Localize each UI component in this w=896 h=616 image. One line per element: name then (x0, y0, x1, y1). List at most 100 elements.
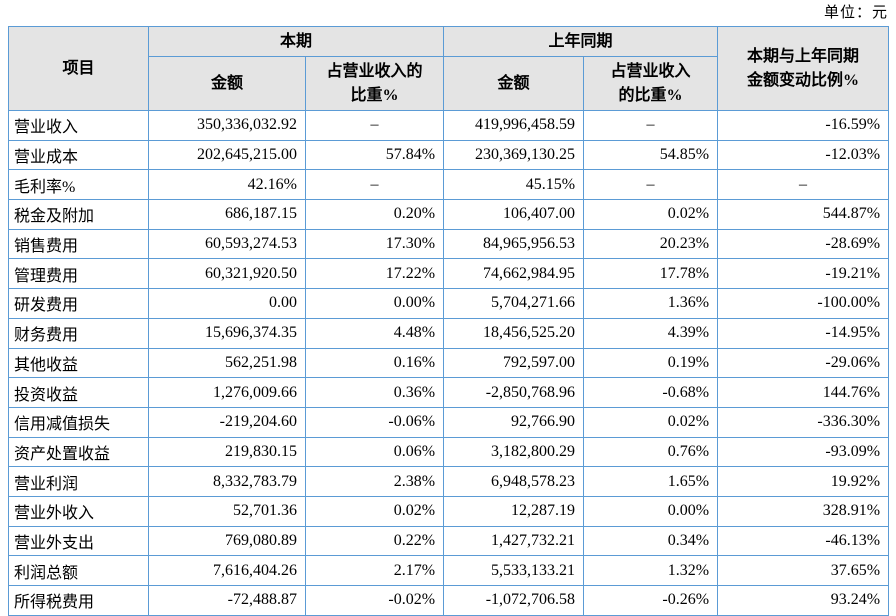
cell-current-ratio: 2.38% (304, 466, 445, 497)
col-header-current-amount: 金额 (148, 56, 306, 111)
cell-prior-amount: 3,182,800.29 (443, 436, 585, 468)
table-row: 营业外支出 769,080.89 0.22% 1,427,732.21 0.34… (8, 525, 890, 557)
table-row: 投资收益 1,276,009.66 0.36% -2,850,768.96 -0… (8, 377, 890, 408)
row-label: 财务费用 (8, 317, 149, 349)
cell-current-ratio: – (304, 110, 445, 141)
row-label: 营业利润 (8, 466, 149, 497)
cell-current-ratio: 0.20% (304, 199, 445, 230)
cell-prior-amount: 6,948,578.23 (443, 466, 585, 497)
cell-current-amount: 769,080.89 (148, 525, 306, 557)
table-row: 营业收入 350,336,032.92 – 419,996,458.59 – -… (8, 110, 890, 141)
table-row: 营业利润 8,332,783.79 2.38% 6,948,578.23 1.6… (8, 466, 890, 497)
table-header: 项目 本期 上年同期 本期与上年同期 金额变动比例% 金额 占营业收入的 比重%… (8, 26, 890, 111)
cell-current-amount: 202,645,215.00 (148, 139, 306, 171)
cell-prior-ratio: 54.85% (583, 139, 719, 171)
table-row: 税金及附加 686,187.15 0.20% 106,407.00 0.02% … (8, 199, 890, 230)
cell-change-ratio: 19.92% (717, 466, 890, 497)
cell-prior-amount: -2,850,768.96 (443, 377, 585, 408)
row-label: 投资收益 (8, 377, 149, 408)
cell-change-ratio: 544.87% (717, 199, 890, 230)
cell-prior-amount: 84,965,956.53 (443, 228, 585, 260)
cell-prior-amount: 106,407.00 (443, 199, 585, 230)
cell-prior-ratio: 0.02% (583, 406, 719, 438)
cell-current-amount: 42.16% (148, 169, 306, 201)
cell-prior-ratio: 0.19% (583, 347, 719, 379)
row-label: 信用减值损失 (8, 406, 149, 438)
cell-current-amount: 219,830.15 (148, 436, 306, 468)
cell-current-ratio: 0.00% (304, 288, 445, 319)
cell-prior-amount: -1,072,706.58 (443, 585, 585, 616)
cell-prior-ratio: 1.32% (583, 555, 719, 586)
col-header-current-ratio: 占营业收入的 比重% (304, 56, 445, 111)
cell-change-ratio: -12.03% (717, 139, 890, 171)
cell-change-ratio: -16.59% (717, 110, 890, 141)
cell-change-ratio: 328.91% (717, 495, 890, 527)
row-label: 销售费用 (8, 228, 149, 260)
row-label: 所得税费用 (8, 585, 149, 616)
cell-change-ratio: -28.69% (717, 228, 890, 260)
cell-prior-amount: 18,456,525.20 (443, 317, 585, 349)
table-body: 营业收入 350,336,032.92 – 419,996,458.59 – -… (8, 110, 890, 616)
cell-prior-ratio: 0.02% (583, 199, 719, 230)
cell-change-ratio: -29.06% (717, 347, 890, 379)
cell-change-ratio: -93.09% (717, 436, 890, 468)
row-label: 管理费用 (8, 258, 149, 290)
cell-change-ratio: -19.21% (717, 258, 890, 290)
row-label: 利润总额 (8, 555, 149, 586)
cell-current-amount: 7,616,404.26 (148, 555, 306, 586)
cell-prior-ratio: 20.23% (583, 228, 719, 260)
cell-prior-ratio: – (583, 169, 719, 201)
cell-current-amount: 60,593,274.53 (148, 228, 306, 260)
cell-prior-ratio: 1.36% (583, 288, 719, 319)
table-row: 资产处置收益 219,830.15 0.06% 3,182,800.29 0.7… (8, 436, 890, 468)
col-header-item: 项目 (8, 26, 149, 111)
cell-current-amount: 0.00 (148, 288, 306, 319)
cell-change-ratio: 144.76% (717, 377, 890, 408)
cell-current-amount: 8,332,783.79 (148, 466, 306, 497)
cell-change-ratio: -336.30% (717, 406, 890, 438)
cell-prior-ratio: 17.78% (583, 258, 719, 290)
row-label: 毛利率% (8, 169, 149, 201)
cell-prior-ratio: 0.34% (583, 525, 719, 557)
col-header-prior-ratio: 占营业收入 的比重% (583, 56, 719, 111)
table-row: 财务费用 15,696,374.35 4.48% 18,456,525.20 4… (8, 317, 890, 349)
cell-prior-amount: 419,996,458.59 (443, 110, 585, 141)
row-label: 研发费用 (8, 288, 149, 319)
cell-current-ratio: -0.06% (304, 406, 445, 438)
row-label: 税金及附加 (8, 199, 149, 230)
cell-prior-amount: 792,597.00 (443, 347, 585, 379)
cell-change-ratio: -46.13% (717, 525, 890, 557)
table-row: 营业外收入 52,701.36 0.02% 12,287.19 0.00% 32… (8, 495, 890, 527)
table-row: 销售费用 60,593,274.53 17.30% 84,965,956.53 … (8, 228, 890, 260)
table-row: 信用减值损失 -219,204.60 -0.06% 92,766.90 0.02… (8, 406, 890, 438)
cell-current-amount: 60,321,920.50 (148, 258, 306, 290)
cell-prior-ratio: 0.00% (583, 495, 719, 527)
cell-prior-amount: 1,427,732.21 (443, 525, 585, 557)
table-row: 营业成本 202,645,215.00 57.84% 230,369,130.2… (8, 139, 890, 171)
cell-change-ratio: -100.00% (717, 288, 890, 319)
cell-current-ratio: 0.16% (304, 347, 445, 379)
cell-prior-amount: 45.15% (443, 169, 585, 201)
cell-prior-amount: 5,533,133.21 (443, 555, 585, 586)
cell-prior-ratio: 0.76% (583, 436, 719, 468)
cell-current-ratio: 2.17% (304, 555, 445, 586)
col-header-change-ratio: 本期与上年同期 金额变动比例% (717, 26, 890, 111)
cell-prior-amount: 12,287.19 (443, 495, 585, 527)
cell-change-ratio: 37.65% (717, 555, 890, 586)
cell-current-amount: 52,701.36 (148, 495, 306, 527)
cell-current-amount: 562,251.98 (148, 347, 306, 379)
cell-current-ratio: 17.30% (304, 228, 445, 260)
cell-prior-amount: 92,766.90 (443, 406, 585, 438)
cell-current-amount: -219,204.60 (148, 406, 306, 438)
cell-change-ratio: -14.95% (717, 317, 890, 349)
cell-current-amount: 15,696,374.35 (148, 317, 306, 349)
cell-prior-ratio: 1.65% (583, 466, 719, 497)
col-group-prior-period: 上年同期 (443, 26, 719, 57)
cell-prior-amount: 230,369,130.25 (443, 139, 585, 171)
row-label: 其他收益 (8, 347, 149, 379)
cell-current-ratio: -0.02% (304, 585, 445, 616)
table-row: 利润总额 7,616,404.26 2.17% 5,533,133.21 1.3… (8, 555, 890, 586)
table-row: 所得税费用 -72,488.87 -0.02% -1,072,706.58 -0… (8, 585, 890, 616)
row-label: 营业外收入 (8, 495, 149, 527)
cell-current-ratio: 0.06% (304, 436, 445, 468)
